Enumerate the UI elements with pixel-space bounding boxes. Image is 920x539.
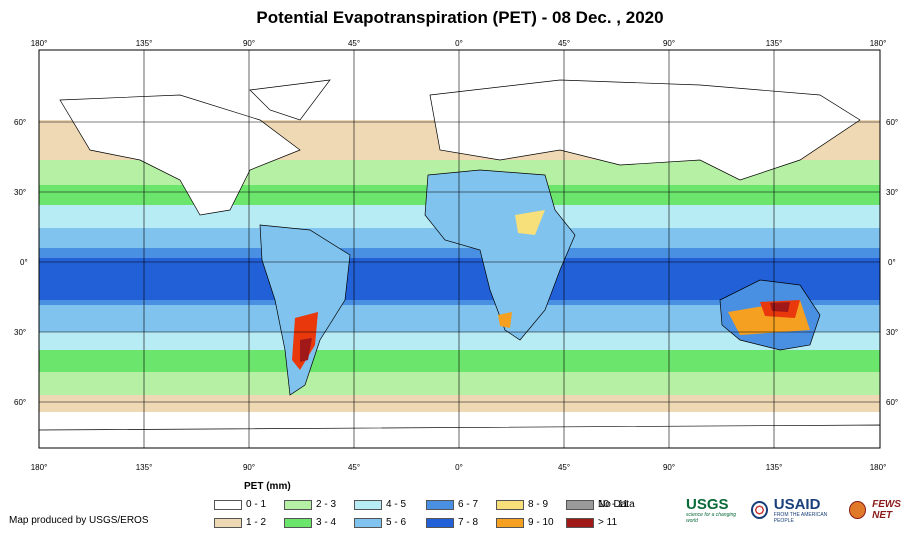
right-lat-label: 30° xyxy=(886,188,898,197)
credit-text: Map produced by USGS/EROS xyxy=(9,515,149,526)
legend-label: 2 - 3 xyxy=(316,499,337,510)
legend-swatch xyxy=(284,499,312,510)
usgs-logo: USGS science for a changing world xyxy=(686,496,745,524)
legend-item: 7 - 8 xyxy=(426,517,478,528)
usgs-tagline: science for a changing world xyxy=(686,512,737,524)
usaid-tagline: FROM THE AMERICAN PEOPLE xyxy=(773,512,828,524)
legend-label: > 11 xyxy=(598,517,617,528)
legend-label: 0 - 1 xyxy=(246,499,267,510)
legend-item: 4 - 5 xyxy=(354,499,406,510)
top-lon-label: 0° xyxy=(455,39,463,48)
legend-swatch xyxy=(354,517,382,528)
map-title: Potential Evapotranspiration (PET) - 08 … xyxy=(256,8,664,27)
bottom-lon-label: 90° xyxy=(663,463,675,472)
legend-label: 1 - 2 xyxy=(246,517,267,528)
legend-swatch xyxy=(214,499,242,510)
usaid-wordmark: USAID xyxy=(773,496,821,513)
legend-swatch xyxy=(214,517,242,528)
top-lon-label: 45° xyxy=(558,39,570,48)
legend-label: 4 - 5 xyxy=(386,499,407,510)
legend-item: 9 - 10 xyxy=(496,517,554,528)
usaid-seal-icon xyxy=(750,501,768,519)
top-lon-label: 90° xyxy=(663,39,675,48)
fews-net-wordmark: FEWS NET xyxy=(872,499,901,521)
bottom-lon-label: 45° xyxy=(348,463,360,472)
legend-swatch xyxy=(496,517,524,528)
left-lat-label: 0° xyxy=(20,258,28,267)
legend-label: 5 - 6 xyxy=(386,517,407,528)
legend-swatch xyxy=(566,499,594,510)
top-lon-label: 45° xyxy=(348,39,360,48)
left-lat-label: 60° xyxy=(14,398,26,407)
right-lat-label: 0° xyxy=(888,258,896,267)
usgs-wordmark: USGS xyxy=(686,496,729,513)
legend-swatch xyxy=(566,517,594,528)
left-lat-label: 60° xyxy=(14,118,26,127)
legend-swatch xyxy=(284,517,312,528)
bottom-lon-label: 180° xyxy=(870,463,887,472)
legend-swatch xyxy=(354,499,382,510)
top-lon-label: 135° xyxy=(136,39,153,48)
legend-label: 6 - 7 xyxy=(458,499,479,510)
legend-label: 8 - 9 xyxy=(528,499,549,510)
legend-swatch xyxy=(496,499,524,510)
legend-label: No Data xyxy=(598,499,635,510)
pet-raster xyxy=(39,50,880,448)
fews-globe-icon xyxy=(849,501,867,519)
legend-item: 5 - 6 xyxy=(354,517,406,528)
legend-item: 0 - 1 xyxy=(214,499,266,510)
left-lat-label: 30° xyxy=(14,328,26,337)
top-lon-label: 180° xyxy=(31,39,48,48)
bottom-lon-label: 135° xyxy=(136,463,153,472)
graticule xyxy=(39,50,880,448)
bottom-lon-label: 135° xyxy=(766,463,783,472)
right-lat-label: 60° xyxy=(886,118,898,127)
legend-swatch xyxy=(426,499,454,510)
legend-item: 8 - 9 xyxy=(496,499,548,510)
legend-item: 2 - 3 xyxy=(284,499,336,510)
legend-item: > 11 xyxy=(566,517,617,528)
right-lat-label: 60° xyxy=(886,398,898,407)
bottom-lon-label: 0° xyxy=(455,463,463,472)
legend-item: 3 - 4 xyxy=(284,517,336,528)
right-lat-label: 30° xyxy=(886,328,898,337)
legend-label: 7 - 8 xyxy=(458,517,479,528)
legend-label: 3 - 4 xyxy=(316,517,337,528)
bottom-lon-label: 90° xyxy=(243,463,255,472)
legend-title: PET (mm) xyxy=(244,481,291,492)
usaid-logo: USAID FROM THE AMERICAN PEOPLE xyxy=(774,496,843,524)
agency-logos: USGS science for a changing world USAID … xyxy=(686,496,920,524)
bottom-lon-label: 180° xyxy=(31,463,48,472)
legend-label: 9 - 10 xyxy=(528,517,554,528)
map-frame xyxy=(38,49,881,449)
legend-item: 6 - 7 xyxy=(426,499,478,510)
legend-swatch xyxy=(426,517,454,528)
top-lon-label: 135° xyxy=(766,39,783,48)
legend-label: 10 - 11 xyxy=(598,499,629,510)
left-lat-label: 30° xyxy=(14,188,26,197)
top-lon-label: 90° xyxy=(243,39,255,48)
legend-item: No Data xyxy=(566,499,635,510)
top-lon-label: 180° xyxy=(870,39,887,48)
legend-item: 1 - 2 xyxy=(214,517,266,528)
bottom-lon-label: 45° xyxy=(558,463,570,472)
